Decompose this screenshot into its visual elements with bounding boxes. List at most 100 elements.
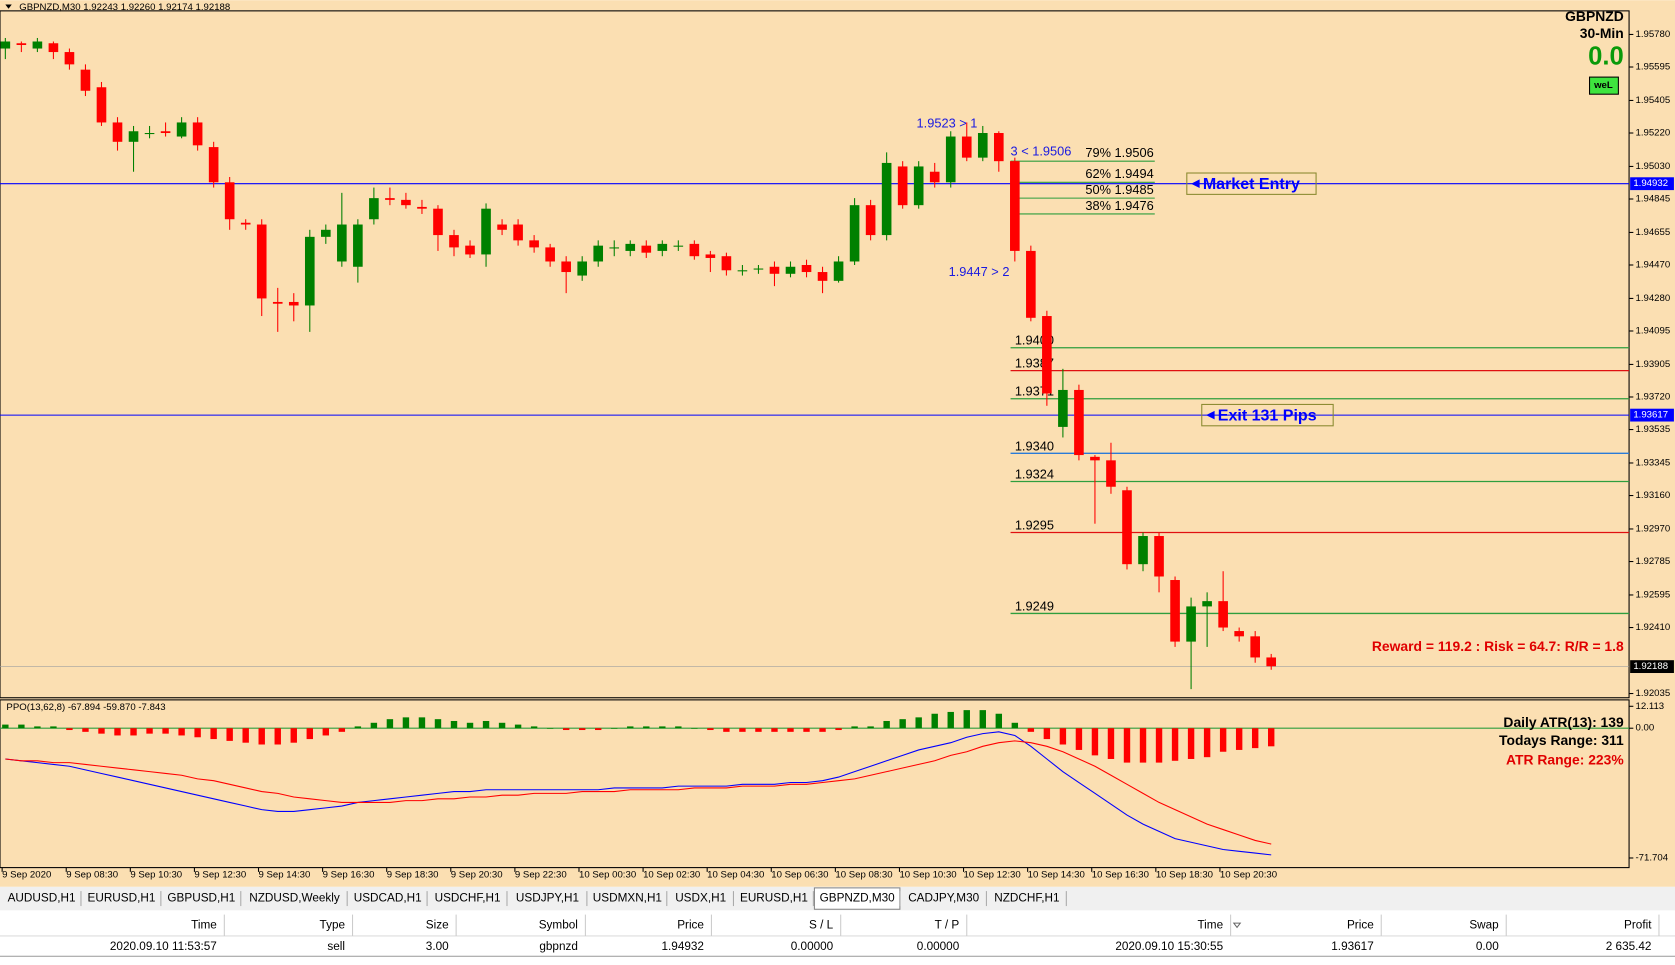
tab[interactable] bbox=[587, 887, 667, 910]
table-header[interactable]: Price bbox=[677, 918, 704, 931]
tab[interactable] bbox=[667, 887, 734, 910]
candle-body bbox=[353, 224, 363, 267]
candle-body bbox=[801, 264, 812, 273]
table-header[interactable]: Size bbox=[426, 918, 449, 931]
ppo-bar bbox=[707, 728, 714, 731]
candle-body bbox=[112, 122, 123, 142]
y-tick-label: 1.93345 bbox=[1635, 458, 1670, 469]
tab-label[interactable]: NZDCHF,H1 bbox=[994, 892, 1059, 905]
ppo-bar bbox=[1075, 728, 1083, 750]
candle-body bbox=[1186, 606, 1196, 642]
ppo-bar bbox=[819, 728, 826, 732]
candle-body bbox=[1266, 657, 1277, 667]
candle-body bbox=[881, 162, 892, 236]
ppo-bar bbox=[546, 728, 554, 729]
ppo-bar bbox=[963, 710, 970, 729]
tab-label[interactable]: USDCAD,H1 bbox=[354, 892, 422, 905]
candle-body bbox=[689, 243, 700, 257]
price-badge bbox=[1630, 177, 1674, 191]
ppo-bar bbox=[867, 726, 874, 729]
ppo-bar bbox=[595, 728, 602, 731]
table-header[interactable]: Swap bbox=[1469, 918, 1499, 931]
tab-label[interactable]: EURUSD,H1 bbox=[740, 892, 808, 905]
tab-label[interactable]: NZDUSD,Weekly bbox=[249, 892, 340, 905]
ppo-bar bbox=[723, 728, 730, 732]
table-cell: 3.00 bbox=[426, 940, 449, 953]
table-header[interactable]: Price bbox=[1347, 918, 1374, 931]
ppo-line bbox=[5, 731, 1272, 856]
tab-label[interactable]: USDX,H1 bbox=[675, 892, 726, 905]
tab[interactable] bbox=[508, 887, 587, 910]
candle-body bbox=[641, 245, 652, 253]
table-header[interactable]: T / P bbox=[935, 918, 960, 931]
tab[interactable] bbox=[82, 887, 161, 910]
candle-body bbox=[993, 133, 1004, 162]
table-header[interactable]: Profit bbox=[1624, 918, 1652, 931]
tab-label[interactable]: GBPNZD,M30 bbox=[820, 892, 896, 905]
info-timeframe: 30-Min bbox=[1580, 25, 1624, 41]
tab[interactable] bbox=[348, 887, 428, 910]
tab[interactable] bbox=[161, 887, 241, 910]
tab[interactable] bbox=[428, 887, 507, 910]
candle-body bbox=[897, 166, 908, 206]
tab[interactable] bbox=[734, 887, 814, 910]
ppo-bar bbox=[66, 728, 73, 731]
tab[interactable] bbox=[241, 887, 348, 910]
ppo-panel bbox=[0, 699, 1630, 869]
table-cell: 1.93617 bbox=[1331, 940, 1373, 953]
tab-label[interactable]: USDCHF,H1 bbox=[435, 892, 501, 905]
tab-label[interactable]: AUDUSD,H1 bbox=[8, 892, 76, 905]
table-header[interactable]: S / L bbox=[809, 918, 834, 931]
x-tick-label: 10 Sep 02:30 bbox=[643, 870, 700, 881]
y-tick-label: 1.92595 bbox=[1635, 590, 1670, 601]
candle-body bbox=[1250, 636, 1260, 658]
tab[interactable] bbox=[987, 887, 1067, 910]
ppo-bar bbox=[178, 728, 185, 736]
ppo-bar bbox=[1203, 728, 1211, 758]
y-tick-label: 1.94655 bbox=[1635, 227, 1670, 238]
candle-body bbox=[1106, 460, 1116, 487]
atr-stat: Daily ATR(13): 139 bbox=[1503, 714, 1624, 730]
tab-label[interactable]: USDJPY,H1 bbox=[516, 892, 579, 905]
table-header[interactable]: Type bbox=[320, 918, 346, 931]
ppo-bar bbox=[162, 728, 169, 734]
tab-label[interactable]: USDMXN,H1 bbox=[593, 892, 662, 905]
candle-body bbox=[1122, 490, 1132, 565]
ppo-bar bbox=[354, 726, 362, 729]
ppo-bar bbox=[915, 717, 922, 729]
ppo-tick-label: 0.00 bbox=[1635, 723, 1654, 734]
candle-body bbox=[449, 235, 459, 248]
tab-label[interactable]: CADJPY,M30 bbox=[908, 892, 979, 905]
y-tick-label: 1.95405 bbox=[1635, 95, 1670, 106]
ppo-bar bbox=[290, 728, 297, 743]
ppo-bar bbox=[1251, 728, 1259, 749]
x-tick-label: 10 Sep 12:30 bbox=[964, 870, 1021, 881]
atr-range: ATR Range: 223% bbox=[1506, 751, 1624, 767]
candle-body bbox=[272, 301, 283, 304]
price-badge bbox=[1630, 660, 1674, 674]
x-tick-label: 9 Sep 2020 bbox=[2, 870, 51, 881]
tab[interactable] bbox=[900, 887, 987, 910]
tab[interactable] bbox=[2, 887, 81, 910]
candle-body bbox=[1154, 536, 1164, 577]
table-header[interactable]: Time bbox=[1197, 918, 1223, 931]
ppo-bar bbox=[434, 719, 442, 729]
fib-label: 62% 1.9494 bbox=[1085, 166, 1153, 181]
ppo-bar bbox=[2, 724, 9, 729]
reward-risk: Reward = 119.2 : Risk = 64.7: R/R = 1.8 bbox=[1372, 638, 1624, 654]
candle-body bbox=[1138, 536, 1148, 565]
candle-body bbox=[625, 243, 636, 251]
table-header[interactable]: Symbol bbox=[539, 918, 578, 931]
tab-label[interactable]: EURUSD,H1 bbox=[88, 892, 156, 905]
ppo-bar bbox=[1219, 728, 1227, 752]
trade-label: Exit 131 Pips bbox=[1218, 406, 1317, 424]
candle-body bbox=[176, 122, 187, 137]
table-header[interactable]: Time bbox=[191, 918, 217, 931]
menu-arrow[interactable] bbox=[5, 4, 12, 9]
y-tick-label: 1.92410 bbox=[1635, 622, 1670, 633]
info-badge-box bbox=[1589, 76, 1619, 95]
sort-arrow bbox=[1232, 922, 1242, 929]
tab-label[interactable]: GBPUSD,H1 bbox=[167, 892, 235, 905]
ppo-bar bbox=[611, 728, 618, 729]
